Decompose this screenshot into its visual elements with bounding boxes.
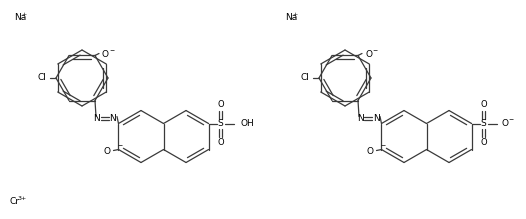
Text: −: −: [117, 142, 123, 147]
Text: Cr: Cr: [10, 198, 20, 207]
Text: O: O: [102, 50, 109, 59]
Text: N: N: [109, 114, 116, 123]
Text: O: O: [104, 147, 110, 156]
Text: S: S: [218, 119, 224, 128]
Text: +: +: [292, 12, 298, 16]
Text: +: +: [22, 12, 27, 16]
Text: S: S: [481, 119, 487, 128]
Text: N: N: [357, 114, 363, 123]
Text: Cl: Cl: [300, 74, 309, 83]
Text: −: −: [380, 142, 386, 147]
Text: Na: Na: [285, 12, 297, 21]
Text: 3+: 3+: [17, 196, 27, 201]
Text: OH: OH: [240, 119, 254, 128]
Text: O: O: [365, 50, 372, 59]
Text: −: −: [109, 47, 114, 52]
Text: N: N: [372, 114, 379, 123]
Text: N: N: [94, 114, 100, 123]
Text: O: O: [217, 100, 224, 109]
Text: Na: Na: [14, 12, 26, 21]
Text: O: O: [367, 147, 373, 156]
Text: O: O: [217, 138, 224, 147]
Text: O: O: [502, 119, 509, 128]
Text: O: O: [480, 138, 487, 147]
Text: O: O: [480, 100, 487, 109]
Text: −: −: [372, 47, 377, 52]
Text: Cl: Cl: [37, 74, 46, 83]
Text: −: −: [509, 116, 514, 121]
